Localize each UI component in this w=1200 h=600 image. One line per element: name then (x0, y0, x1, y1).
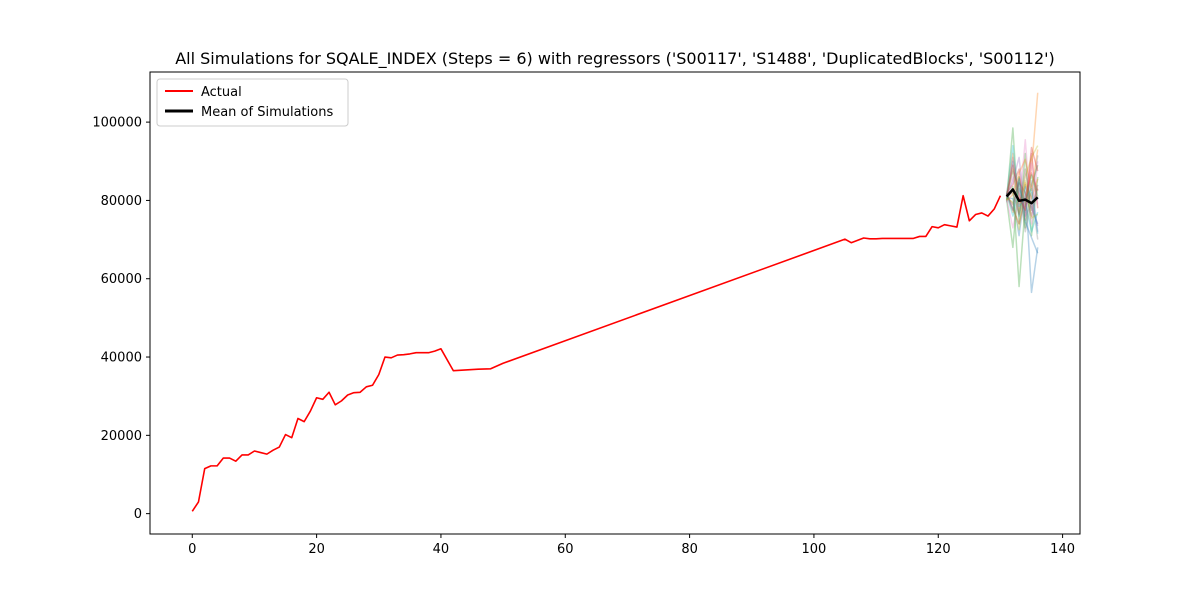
simulation-line-3 (1006, 152, 1039, 221)
x-tick-label: 20 (308, 542, 325, 557)
simulation-line-1 (1005, 92, 1039, 213)
simulation-line-11 (1005, 152, 1039, 206)
x-tick-label: 0 (188, 542, 196, 557)
x-tick-label: 100 (802, 542, 827, 557)
x-tick-label: 40 (433, 542, 450, 557)
legend-box (156, 78, 349, 127)
x-tick-label: 80 (681, 542, 698, 557)
plot-frame (149, 71, 1081, 535)
actual-line (191, 194, 1002, 512)
y-tick-label: 20000 (101, 429, 142, 444)
legend: Actual Mean of Simulations (156, 78, 349, 127)
mean-of-simulations-line (1005, 188, 1039, 205)
simulation-line-22 (1006, 149, 1039, 201)
simulation-line-13 (1005, 172, 1039, 225)
simulation-line-23 (1005, 146, 1039, 211)
y-tick-label: 60000 (101, 272, 142, 287)
legend-label-mean: Mean of Simulations (201, 105, 333, 120)
x-tick-label: 60 (557, 542, 574, 557)
chart-title: All Simulations for SQALE_INDEX (Steps =… (175, 49, 1055, 69)
simulation-line-12 (1005, 164, 1039, 249)
simulation-line-18 (1006, 180, 1039, 231)
simulation-line-15 (1006, 168, 1039, 215)
x-tick-label: 140 (1050, 542, 1075, 557)
series-lines (191, 188, 1039, 512)
simulation-line-4 (1005, 156, 1039, 232)
y-tick-label: 40000 (101, 351, 142, 366)
simulation-line-8 (1005, 145, 1039, 213)
x-axis: 0 20 40 60 80 100 120 140 (188, 534, 1075, 557)
simulation-line-5 (1006, 182, 1039, 217)
y-tick-label: 80000 (101, 194, 142, 209)
simulation-line-2 (1005, 127, 1039, 237)
simulation-line-16 (1005, 162, 1039, 229)
simulation-line-10 (1006, 185, 1039, 294)
simulation-line-9 (1005, 187, 1039, 233)
simulation-lines (1005, 92, 1039, 294)
y-tick-label: 100000 (92, 116, 142, 131)
simulation-line-14 (1005, 156, 1039, 227)
simulation-line-19 (1005, 144, 1039, 234)
y-tick-label: 0 (134, 507, 142, 522)
legend-label-actual: Actual (201, 85, 242, 100)
y-axis: 0 20000 40000 60000 80000 100000 (92, 116, 150, 522)
simulation-line-17 (1005, 155, 1039, 233)
simulation-line-6 (1005, 138, 1039, 225)
x-tick-label: 120 (926, 542, 951, 557)
